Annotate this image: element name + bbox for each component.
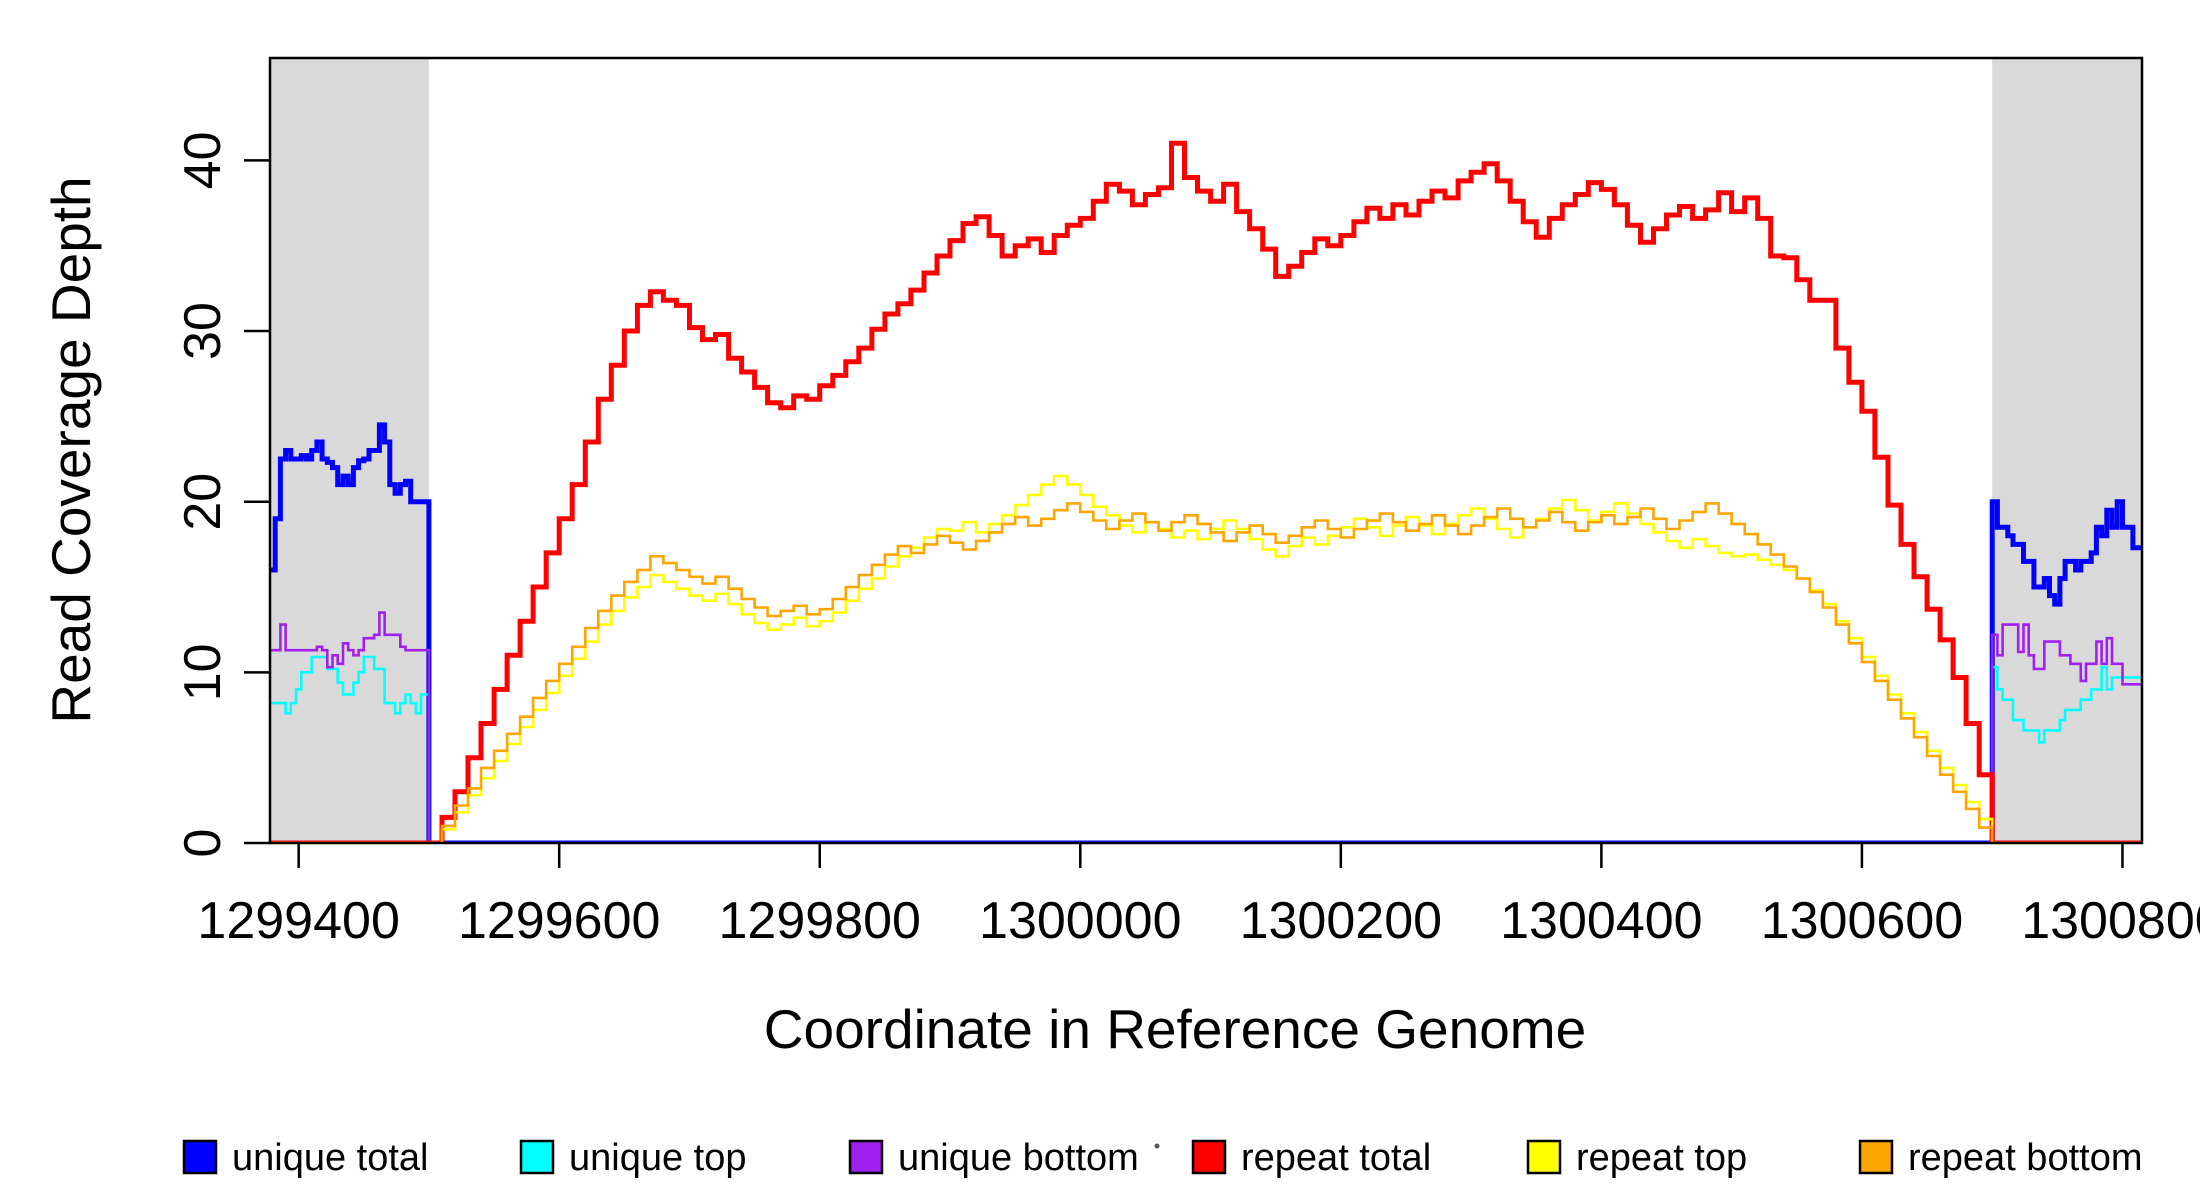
x-tick-label: 1299800 <box>719 892 921 950</box>
legend-label: unique top <box>569 1137 747 1179</box>
plot-border <box>268 56 2144 845</box>
x-tick-label: 1299600 <box>458 892 660 950</box>
legend-swatch-repeat-top <box>1526 1139 1562 1175</box>
legend-item: repeat total <box>1191 1137 1431 1179</box>
legend-swatch-repeat-total <box>1191 1139 1227 1175</box>
shaded-regions <box>270 58 2142 843</box>
legend-label: repeat bottom <box>1908 1137 2142 1179</box>
x-axis: 1299400 1299600 1299800 1300000 1300200 13004… <box>197 843 2200 950</box>
y-axis: 0 10 20 30 40 <box>174 131 270 857</box>
y-tick-label: 40 <box>174 131 232 189</box>
legend-swatch-unique-bottom <box>848 1139 884 1175</box>
series-lines <box>270 140 2142 843</box>
x-axis-title: Coordinate in Reference Genome <box>764 998 1586 1060</box>
legend-label: unique bottom <box>898 1137 1139 1179</box>
legend-label: repeat total <box>1241 1137 1431 1179</box>
legend-label: unique total <box>232 1137 429 1179</box>
legend-swatch-unique-total <box>182 1139 218 1175</box>
x-tick-label: 1300200 <box>1240 892 1442 950</box>
y-tick-label: 20 <box>174 473 232 531</box>
x-tick-label: 1300400 <box>1500 892 1702 950</box>
series-line-repeat-total <box>270 140 2142 843</box>
stray-mark <box>1154 1143 1160 1149</box>
legend-item: repeat bottom <box>1858 1137 2142 1179</box>
series-line-repeat-bottom <box>270 502 2142 843</box>
x-tick-label: 1300000 <box>979 892 1181 950</box>
legend-item: repeat top <box>1526 1137 1747 1179</box>
x-tick-label: 1299400 <box>197 892 399 950</box>
legend-item: unique bottom <box>848 1137 1139 1179</box>
legend-swatch-repeat-bottom <box>1858 1139 1894 1175</box>
legend-item: unique top <box>519 1137 747 1179</box>
x-tick-label: 1300600 <box>1761 892 1963 950</box>
y-tick-label: 0 <box>174 829 232 858</box>
series-line-unique-top <box>270 655 2142 843</box>
series-line-unique-total <box>270 422 2142 843</box>
y-axis-title: Read Coverage Depth <box>40 176 102 723</box>
legend: unique total unique top unique bottom repea… <box>182 1137 2142 1179</box>
shaded-region <box>270 58 429 843</box>
series-line-unique-bottom <box>270 611 2142 843</box>
y-tick-label: 30 <box>174 302 232 360</box>
legend-swatch-unique-top <box>519 1139 555 1175</box>
legend-label: repeat top <box>1576 1137 1747 1179</box>
shaded-region <box>1992 58 2142 843</box>
legend-item: unique total <box>182 1137 429 1179</box>
y-tick-label: 10 <box>174 643 232 701</box>
